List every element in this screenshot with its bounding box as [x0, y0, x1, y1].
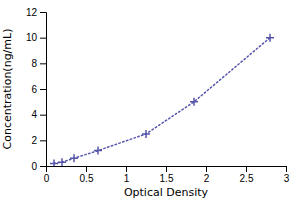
x-tick: 0	[44, 166, 50, 184]
y-tick-label: 0	[31, 161, 37, 172]
x-axis-line	[47, 167, 287, 173]
y-tick: 6	[31, 84, 46, 95]
marker	[190, 98, 198, 106]
y-tick-mark	[40, 166, 46, 167]
x-tick-label: 2	[204, 173, 210, 184]
x-tick-label: 2.5	[240, 173, 254, 184]
x-tick-mark	[286, 166, 287, 172]
marker	[94, 147, 102, 155]
x-tick: 2	[204, 166, 210, 184]
y-tick: 2	[31, 135, 46, 146]
y-axis-title: Concentration(ng/mL)	[1, 29, 14, 150]
x-tick-mark	[86, 166, 87, 172]
marker	[50, 159, 58, 166]
x-tick-mark	[246, 166, 247, 172]
y-tick-mark	[40, 115, 46, 116]
x-axis-title: Optical Density	[124, 186, 209, 199]
plot: 0 0.5 1 1.5 2 2.5 3 0 2 4 6 8 10 12	[26, 7, 290, 184]
y-tick: 4	[31, 109, 46, 120]
x-tick: 1	[124, 166, 130, 184]
marker	[58, 158, 66, 166]
x-axis: 0 0.5 1 1.5 2 2.5 3	[44, 166, 290, 184]
y-tick: 12	[26, 7, 46, 18]
y-tick-mark	[40, 12, 46, 13]
line	[54, 38, 270, 164]
x-tick-label: 3	[284, 173, 290, 184]
y-tick-label: 10	[26, 32, 38, 43]
y-tick: 0	[31, 161, 46, 172]
y-tick-label: 8	[31, 58, 37, 69]
y-tick: 8	[31, 58, 46, 69]
x-tick-label: 1.5	[160, 173, 174, 184]
y-tick-label: 12	[26, 7, 38, 18]
y-axis-line	[40, 13, 47, 167]
x-tick: 3	[284, 166, 290, 184]
marker	[70, 154, 78, 162]
y-axis: 0 2 4 6 8 10 12	[26, 7, 47, 172]
x-tick-mark	[206, 166, 207, 172]
y-tick: 10	[26, 32, 46, 43]
marker	[266, 34, 274, 42]
x-tick-mark	[166, 166, 167, 172]
marker	[142, 130, 150, 138]
chart: 0 0.5 1 1.5 2 2.5 3 0 2 4 6 8 10 12 Optical Density Con…	[0, 0, 300, 200]
x-tick: 1.5	[160, 166, 174, 184]
y-tick-mark	[40, 140, 46, 141]
y-tick-label: 6	[31, 84, 37, 95]
marks	[50, 34, 274, 166]
x-tick: 0.5	[80, 166, 94, 184]
y-tick-mark	[40, 89, 46, 90]
x-tick-label: 1	[124, 173, 130, 184]
y-tick-label: 4	[31, 109, 37, 120]
y-tick-mark	[40, 38, 46, 39]
x-tick-label: 0	[44, 173, 50, 184]
x-tick-label: 0.5	[80, 173, 94, 184]
y-tick-mark	[40, 63, 46, 64]
x-tick-mark	[126, 166, 127, 172]
x-tick: 2.5	[240, 166, 254, 184]
y-tick-label: 2	[31, 135, 37, 146]
